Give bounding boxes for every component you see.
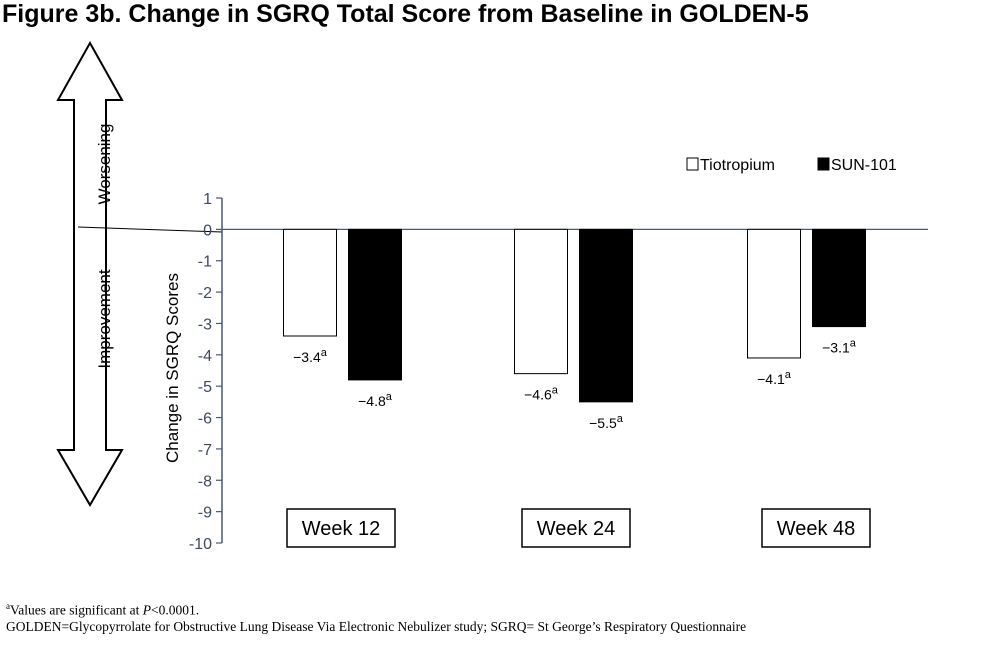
data-label-sun101-1: −4.8a xyxy=(358,391,393,409)
footnote-marker: a xyxy=(6,601,10,611)
data-label-sun101-3: −3.1a xyxy=(822,338,857,356)
category-box-2 xyxy=(521,508,631,548)
legend: Tiotropium SUN-101 xyxy=(686,157,897,174)
footnote-sig-suffix: <0.0001. xyxy=(150,602,200,618)
bar-sun101-1 xyxy=(348,228,402,381)
y-tick-label: -1 xyxy=(198,254,212,271)
data-label-tiotropium-1: −3.4a xyxy=(293,347,328,365)
footnote-abbreviations: GOLDEN=Glycopyrrolate for Obstructive Lu… xyxy=(6,619,747,634)
arrow-connector-line xyxy=(77,226,223,233)
data-label-sun101-2: −5.5a xyxy=(589,413,624,431)
y-tick-label: 0 xyxy=(203,222,212,239)
bar-sun101-2 xyxy=(579,228,633,403)
bar-tiotropium-2 xyxy=(514,228,568,375)
bar-tiotropium-3 xyxy=(747,228,801,359)
improvement-label: Improvement xyxy=(95,269,114,368)
category-box-1 xyxy=(286,508,396,548)
y-tick-label: -8 xyxy=(198,473,212,490)
legend-label-tiotropium: Tiotropium xyxy=(700,157,775,174)
y-axis-title: Change in SGRQ Scores xyxy=(163,273,182,463)
y-tick-label: -3 xyxy=(198,316,212,333)
data-label-tiotropium-2: −4.6a xyxy=(524,385,559,403)
legend-label-sun101: SUN-101 xyxy=(831,157,897,174)
footnote-significance: aValues are significant at P<0.0001. xyxy=(6,601,199,619)
legend-swatch-tiotropium xyxy=(686,157,699,171)
footnote-p-symbol: P xyxy=(142,602,151,618)
y-tick-label: -6 xyxy=(198,411,212,428)
figure-title: Figure 3b. Change in SGRQ Total Score fr… xyxy=(2,0,809,28)
worsening-label: Worsening xyxy=(95,124,114,205)
y-tick-label: -5 xyxy=(198,379,212,396)
y-tick-label: -9 xyxy=(198,505,212,522)
bar-chart: Worsening Improvement Change in SGRQ Sco… xyxy=(56,40,928,553)
y-tick-label: -7 xyxy=(198,442,212,459)
category-label-2: Week 24 xyxy=(537,518,616,540)
bar-sun101-3 xyxy=(812,228,866,328)
y-tick-label: -4 xyxy=(198,348,212,365)
category-label-3: Week 48 xyxy=(777,518,856,540)
bar-tiotropium-1 xyxy=(283,228,337,337)
y-tick-label: -10 xyxy=(189,536,212,553)
legend-swatch-sun101 xyxy=(817,157,830,171)
category-label-1: Week 12 xyxy=(302,518,381,540)
footnote-sig-prefix: Values are significant at xyxy=(10,602,143,618)
data-label-tiotropium-3: −4.1a xyxy=(757,369,792,387)
category-box-3 xyxy=(761,508,871,548)
y-tick-label: -2 xyxy=(198,285,212,302)
y-tick-label: 1 xyxy=(203,191,212,208)
double-arrow-icon xyxy=(56,40,124,507)
